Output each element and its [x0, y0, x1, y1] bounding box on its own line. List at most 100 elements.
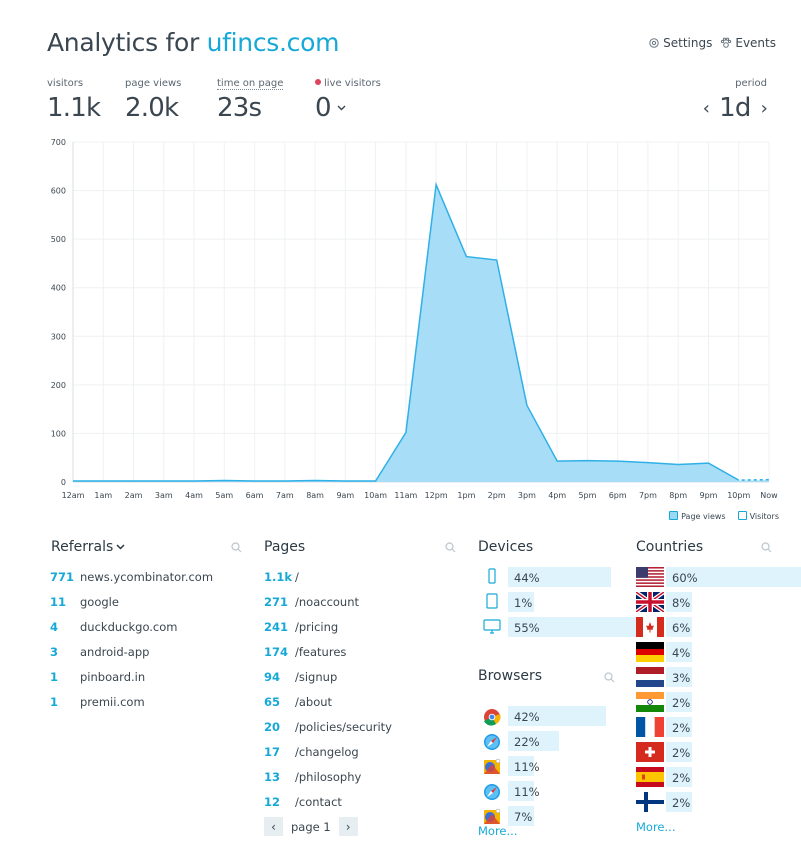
- item-count: 271: [264, 595, 289, 609]
- percent-bar: [666, 742, 692, 762]
- events-link[interactable]: Events: [720, 36, 776, 50]
- settings-label: Settings: [663, 36, 713, 50]
- x-tick-label: 9pm: [699, 491, 717, 500]
- y-tick-label: 700: [51, 138, 66, 147]
- item-count: 1: [50, 695, 59, 709]
- browsers-more-link[interactable]: More...: [478, 824, 518, 838]
- pages-pager: ‹ page 1 ›: [264, 817, 358, 836]
- x-tick-label: 1am: [94, 491, 112, 500]
- x-tick-label: 3am: [155, 491, 173, 500]
- search-icon[interactable]: [761, 542, 772, 553]
- x-tick-label: 7am: [276, 491, 294, 500]
- item-count: 11: [50, 595, 67, 609]
- pages-title: Pages: [264, 539, 305, 555]
- safari-icon: [484, 734, 500, 750]
- item-label: /noaccount: [295, 595, 360, 609]
- item-label: news.ycombinator.com: [80, 570, 214, 584]
- x-tick-label: Now: [760, 491, 778, 500]
- next-page-button[interactable]: ›: [338, 817, 358, 836]
- stat-live-visitors-value: 0: [315, 93, 332, 123]
- stat-time-on-page-value: 23s: [217, 93, 262, 123]
- chevron-down-icon[interactable]: [337, 105, 346, 111]
- item-label: /: [295, 570, 299, 584]
- percent-value: 7%: [514, 810, 533, 824]
- x-tick-label: 12pm: [425, 491, 448, 500]
- percent-value: 2%: [672, 696, 691, 710]
- x-tick-label: 3pm: [518, 491, 536, 500]
- item-label: /about: [295, 695, 333, 709]
- events-label: Events: [735, 36, 776, 50]
- countries-more-link[interactable]: More...: [636, 820, 676, 834]
- percent-value: 6%: [672, 621, 691, 635]
- x-tick-label: 10pm: [727, 491, 750, 500]
- percent-value: 11%: [514, 785, 540, 799]
- browsers-title: Browsers: [478, 668, 542, 684]
- page-views-line: [73, 181, 770, 482]
- stat-time-on-page-label[interactable]: time on page: [217, 78, 284, 90]
- x-tick-label: 5am: [215, 491, 233, 500]
- x-tick-label: 2am: [125, 491, 143, 500]
- item-count: 12: [264, 795, 281, 809]
- gear-icon: [649, 38, 659, 48]
- countries-title-text: Countries: [636, 539, 704, 555]
- referrals-title[interactable]: Referrals: [51, 539, 125, 555]
- stat-page-views-label: page views: [125, 78, 182, 89]
- percent-bar: [508, 617, 636, 637]
- top-links: Settings Events: [648, 36, 776, 50]
- stat-live-visitors[interactable]: live visitors 0: [315, 78, 381, 123]
- search-icon[interactable]: [604, 672, 615, 683]
- prev-page-button[interactable]: ‹: [264, 817, 283, 836]
- chevron-right-icon[interactable]: ›: [760, 97, 768, 119]
- x-tick-label: 8am: [306, 491, 324, 500]
- y-tick-label: 200: [51, 381, 66, 390]
- percent-value: 44%: [514, 571, 540, 585]
- countries-title: Countries: [636, 539, 703, 555]
- browsers-title-text: Browsers: [478, 668, 543, 684]
- flag-gb-icon: [636, 592, 664, 612]
- percent-bar: [666, 692, 692, 712]
- search-icon[interactable]: [231, 542, 242, 553]
- percent-bar: [666, 567, 801, 587]
- percent-value: 55%: [514, 621, 540, 635]
- percent-bar: [508, 756, 534, 776]
- item-label: /features: [295, 645, 347, 659]
- percent-value: 2%: [672, 771, 691, 785]
- mobile-browser-icon: [484, 758, 501, 774]
- flag-ca-icon: [636, 617, 664, 637]
- item-count: 17: [264, 745, 281, 759]
- x-tick-label: 4pm: [548, 491, 566, 500]
- stat-visitors-value: 1.1k: [47, 93, 101, 123]
- y-tick-label: 0: [61, 478, 66, 487]
- item-label: /policies/security: [295, 720, 392, 734]
- flag-in-icon: [636, 692, 664, 712]
- period-label: period: [735, 78, 767, 89]
- flag-es-icon: [636, 767, 664, 787]
- percent-value: 11%: [514, 760, 540, 774]
- site-name[interactable]: ufincs.com: [206, 28, 340, 57]
- percent-value: 3%: [672, 671, 691, 685]
- legend-page-views[interactable]: Page views: [669, 511, 726, 521]
- x-tick-label: 1pm: [457, 491, 475, 500]
- percent-bar: [508, 706, 606, 726]
- chevron-left-icon[interactable]: ‹: [702, 97, 710, 119]
- item-count: 20: [264, 720, 281, 734]
- checkbox-unchecked-icon: [737, 511, 747, 520]
- item-label: android-app: [80, 645, 150, 659]
- desktop-icon: [483, 619, 501, 634]
- settings-link[interactable]: Settings: [648, 36, 712, 50]
- item-label: /philosophy: [295, 770, 362, 784]
- search-icon[interactable]: [445, 542, 456, 553]
- page-title: Analytics for ufincs.com: [47, 28, 339, 57]
- stat-visitors: visitors 1.1k: [47, 78, 101, 123]
- chevron-down-icon: [116, 544, 125, 550]
- legend-visitors[interactable]: Visitors: [737, 511, 779, 521]
- y-tick-label: 600: [51, 187, 66, 196]
- item-count: 771: [50, 570, 75, 584]
- item-count: 4: [50, 620, 59, 634]
- live-dot: [315, 79, 321, 85]
- chrome-icon: [484, 709, 501, 726]
- legend-visitors-label: Visitors: [749, 512, 779, 521]
- stat-page-views: page views 2.0k: [125, 78, 181, 123]
- stat-time-on-page: time on page 23s: [217, 78, 284, 123]
- item-count: 65: [264, 695, 281, 709]
